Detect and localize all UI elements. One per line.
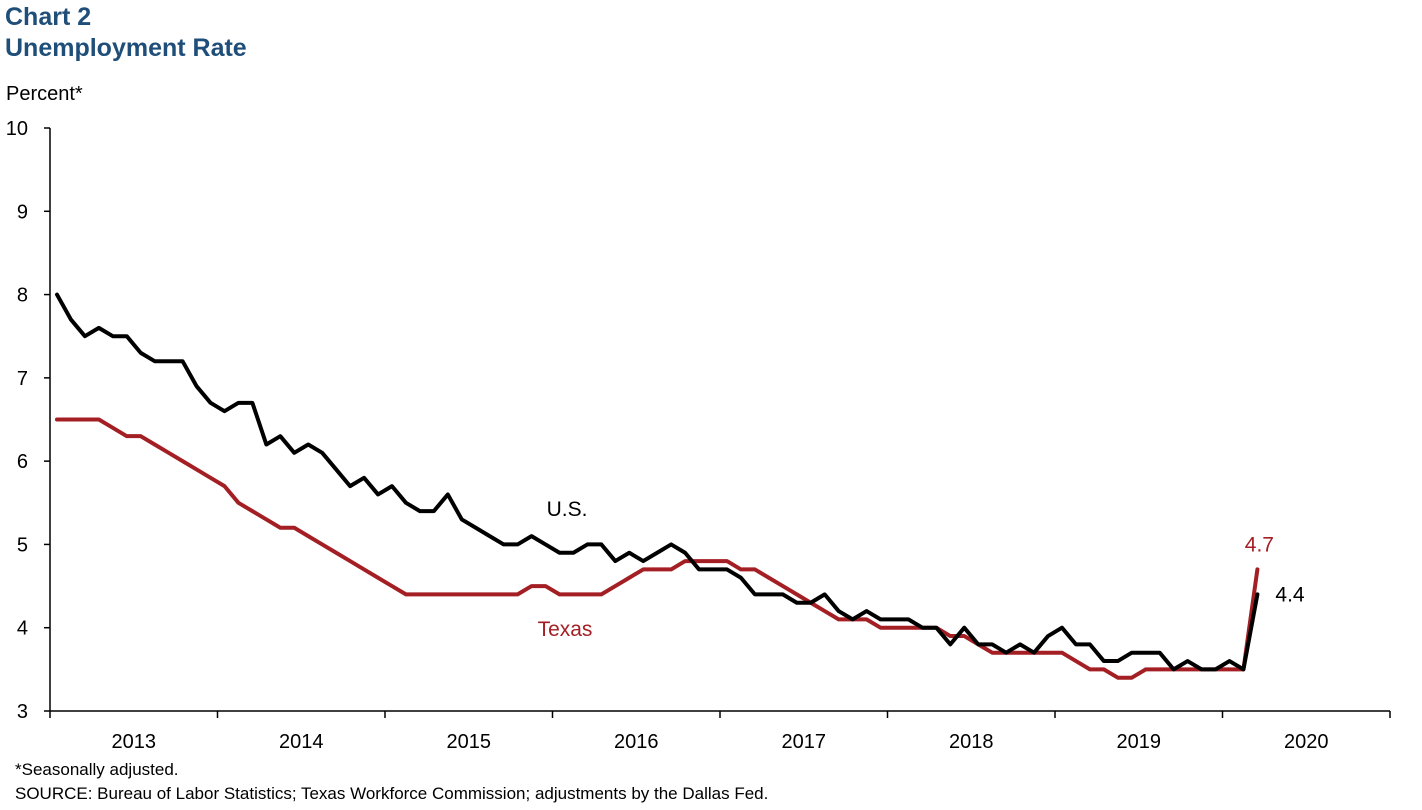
x-tick-label: 2020 [1284, 731, 1329, 753]
x-tick-label: 2013 [112, 731, 157, 753]
series-line-texas [54, 417, 1260, 680]
y-tick-label: 4 [17, 618, 28, 640]
x-tick-label: 2018 [949, 731, 994, 753]
axes: 3 4 5 6 7 8 9 10 2013 2014 2015 2016 2017 2018 2019 202… [6, 118, 1391, 753]
x-tick-label: 2016 [614, 731, 659, 753]
y-tick-label: 5 [17, 534, 28, 556]
y-tick-label: 3 [17, 701, 28, 723]
series-label-us: U.S. [547, 498, 588, 521]
x-tick-label: 2017 [782, 731, 827, 753]
series-labels: U.S. Texas 4.7 4.4 [538, 498, 1305, 641]
x-tick-label: 2015 [447, 731, 492, 753]
y-tick-label: 8 [17, 285, 28, 307]
y-tick-label: 10 [6, 118, 28, 140]
source-note: SOURCE: Bureau of Labor Statistics; Texa… [15, 784, 769, 803]
series-line-us [54, 292, 1260, 672]
series-label-texas: Texas [538, 618, 593, 641]
series-lines [54, 292, 1260, 680]
y-tick-label: 6 [17, 451, 28, 473]
x-tick-label: 2019 [1117, 731, 1162, 753]
us-end-value-label: 4.4 [1275, 583, 1305, 606]
y-tick-label: 7 [17, 368, 28, 390]
chart-subtitle: Unemployment Rate [5, 34, 247, 62]
x-tick-label: 2014 [279, 731, 324, 753]
chart-title: Chart 2 [5, 3, 92, 31]
footnote: *Seasonally adjusted. [15, 760, 179, 779]
texas-end-value-label: 4.7 [1245, 533, 1274, 556]
y-axis-label: Percent* [6, 83, 83, 105]
y-tick-label: 9 [17, 201, 28, 223]
